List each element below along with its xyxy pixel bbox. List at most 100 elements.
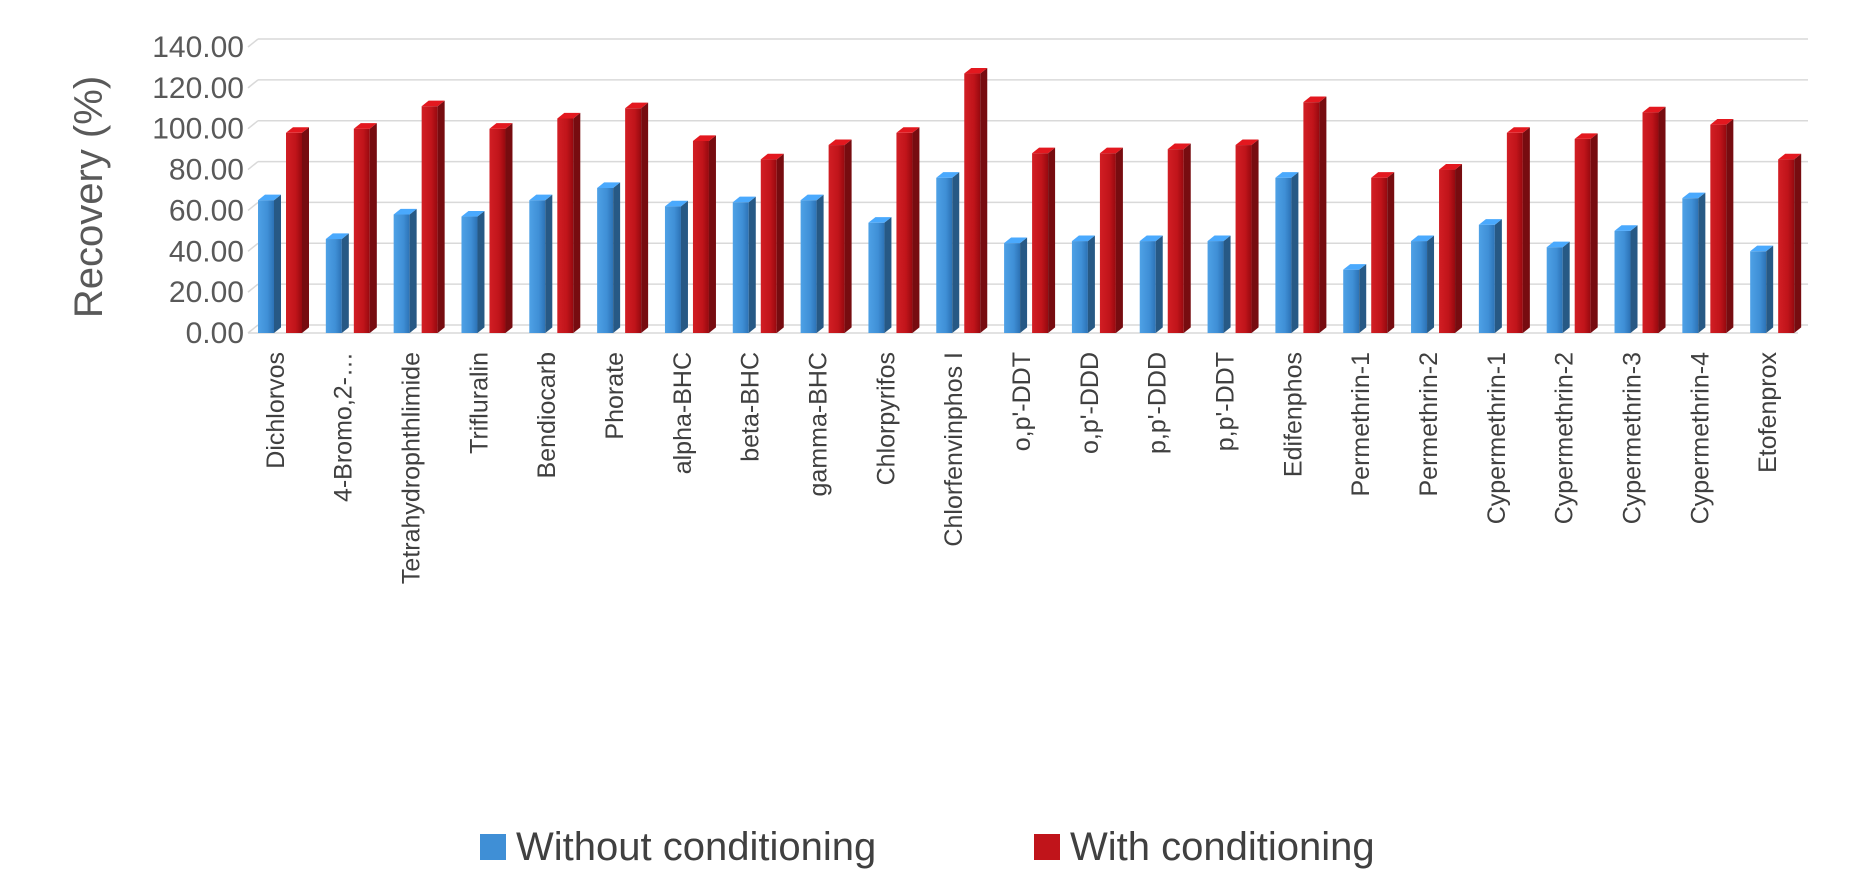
- bar: [325, 233, 349, 333]
- bar: [936, 172, 960, 333]
- bar: [1343, 264, 1367, 333]
- bar-front: [664, 206, 681, 333]
- bar-front: [896, 132, 913, 333]
- bar: [1439, 163, 1463, 333]
- bar-side: [708, 135, 716, 333]
- bar-side: [1766, 245, 1774, 333]
- bar: [664, 200, 688, 333]
- bar-top: [868, 217, 892, 223]
- gridline: [247, 79, 259, 89]
- bar-top: [800, 194, 824, 201]
- bar: [1004, 237, 1028, 333]
- bar: [286, 127, 309, 333]
- bar-side: [1726, 119, 1734, 334]
- bar-side: [1251, 139, 1259, 333]
- category-label: Cypermethrin-4: [1686, 352, 1714, 524]
- bar-front: [1004, 243, 1021, 333]
- gridline: [247, 324, 259, 334]
- y-tick-label: 100.00: [152, 113, 244, 146]
- bar: [732, 196, 756, 333]
- category-label: p,p'-DDT: [1211, 352, 1239, 451]
- legend-label: With conditioning: [1070, 825, 1375, 869]
- bar-side: [1291, 172, 1299, 333]
- category-label: alpha-BHC: [669, 352, 697, 474]
- bar-top: [664, 200, 688, 207]
- y-tick-label: 0.00: [186, 317, 244, 350]
- bar-side: [1087, 235, 1095, 333]
- bar-front: [868, 222, 885, 333]
- bar-front: [325, 239, 342, 333]
- bar-top: [529, 194, 553, 201]
- bar-top: [896, 127, 920, 133]
- bar-front: [353, 128, 370, 333]
- bar-front: [828, 145, 845, 333]
- category-label: Edifenphos: [1279, 352, 1307, 477]
- bar: [692, 135, 716, 333]
- bar: [1371, 172, 1395, 333]
- bar-front: [1032, 153, 1049, 333]
- bar-side: [844, 139, 852, 333]
- bar-top: [1682, 192, 1706, 199]
- bar-side: [912, 127, 920, 333]
- bar-top: [1642, 106, 1666, 113]
- bar-side: [1048, 147, 1056, 333]
- bar-front: [1546, 247, 1563, 333]
- category-label: Dichlorvos: [262, 352, 290, 469]
- bar-front: [1574, 138, 1591, 333]
- bar-front: [625, 108, 642, 334]
- bar-top: [1139, 235, 1163, 242]
- bar-top: [461, 210, 485, 217]
- bar-side: [1658, 106, 1666, 334]
- bar-side: [1794, 153, 1802, 333]
- bar-front: [1478, 224, 1495, 333]
- bar-top: [1750, 245, 1774, 252]
- bar: [1682, 192, 1706, 333]
- bar-front: [1071, 241, 1088, 333]
- bar: [1275, 172, 1299, 333]
- bar-front: [1778, 159, 1795, 333]
- bar-top: [760, 153, 784, 160]
- gridline: [247, 120, 259, 130]
- bar-top: [732, 196, 756, 203]
- bar: [1411, 235, 1435, 333]
- bar: [1139, 235, 1163, 333]
- bar-side: [613, 182, 621, 333]
- bar-top: [625, 102, 649, 109]
- bar-top: [353, 123, 377, 129]
- bar-top: [421, 100, 445, 107]
- category-label: gamma-BHC: [805, 352, 833, 496]
- y-tick-label: 80.00: [169, 154, 244, 187]
- legend: Without conditioning With conditioning: [480, 825, 1375, 869]
- bars: [258, 67, 1802, 334]
- bar-side: [1359, 264, 1367, 333]
- bar-front: [557, 118, 574, 333]
- y-tick-label: 140.00: [152, 31, 244, 64]
- category-label: Phorate: [601, 352, 629, 440]
- bar-side: [545, 194, 553, 333]
- category-label: o,p'-DDT: [1008, 352, 1036, 451]
- bar-front: [286, 132, 302, 333]
- bar-top: [1439, 163, 1463, 170]
- bar: [964, 67, 988, 334]
- bar-front: [1167, 149, 1184, 333]
- bar-front: [1710, 124, 1727, 333]
- bar-front: [1207, 241, 1224, 333]
- bar-side: [1155, 235, 1163, 333]
- bar-side: [1455, 163, 1463, 333]
- bar-front: [732, 202, 749, 333]
- bar-front: [692, 140, 709, 333]
- bar-side: [1630, 225, 1638, 333]
- bar-front: [1343, 269, 1360, 333]
- bar-top: [1275, 172, 1299, 178]
- bar-top: [1614, 225, 1638, 231]
- bar-front: [1275, 177, 1292, 333]
- bar-side: [573, 112, 581, 334]
- bar-top: [964, 67, 988, 74]
- bar-side: [748, 196, 756, 333]
- legend-entry: With conditioning: [1034, 825, 1375, 869]
- bar-front: [1303, 102, 1320, 334]
- bar-front: [529, 200, 546, 333]
- bar-top: [1099, 147, 1123, 154]
- bar: [489, 123, 513, 333]
